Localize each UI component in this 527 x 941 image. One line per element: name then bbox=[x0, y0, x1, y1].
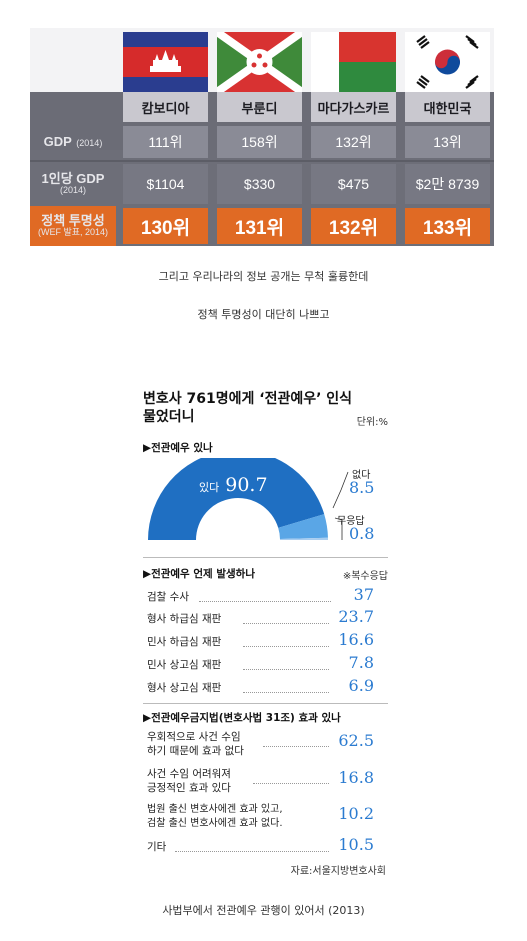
list-item-line: 하기 때문에 효과 없다 bbox=[147, 745, 244, 758]
leader-dots bbox=[263, 746, 329, 747]
gdp-per-capita-cell: $2만 8739 bbox=[405, 164, 490, 204]
list-item-label: 검찰 수사 bbox=[147, 591, 189, 603]
list-item-label: 법원 출신 변호사에겐 효과 있고, 검찰 출신 변호사에겐 효과 없다. bbox=[147, 803, 283, 830]
gdp-per-capita-cell: $330 bbox=[217, 164, 302, 204]
list-item-value: 16.8 bbox=[338, 768, 374, 787]
row-label-sub: (2014) bbox=[76, 137, 103, 148]
multiple-answer-note: ※복수응답 bbox=[342, 571, 388, 582]
gdp-rank-cell: 132위 bbox=[311, 126, 396, 158]
list-item-value: 62.5 bbox=[338, 731, 374, 750]
section-divider bbox=[143, 703, 388, 704]
leader-dots bbox=[243, 623, 329, 624]
section-heading-effect: ▶전관예우금지법(변호사법 31조) 효과 있나 bbox=[143, 712, 341, 724]
list-item-label: 민사 하급심 재판 bbox=[147, 636, 222, 648]
transparency-rank-cell: 133위 bbox=[405, 208, 490, 244]
yes-value: 90.7 bbox=[225, 474, 268, 496]
row-label-sub: (WEF 발표, 2014) bbox=[37, 227, 109, 238]
row-label-sub: (2014) bbox=[59, 185, 86, 196]
transparency-rank-cell: 131위 bbox=[217, 208, 302, 244]
south-korea-flag bbox=[405, 32, 490, 92]
source-note: 자료:서울지방변호사회 bbox=[290, 866, 386, 877]
caption-line-1: 그리고 우리나라의 정보 공개는 무척 훌륭한데 bbox=[158, 270, 369, 283]
gdp-per-capita-cell: $475 bbox=[311, 164, 396, 204]
gauge-no-segment bbox=[278, 514, 328, 539]
row-label-main: 정책 투명성 bbox=[41, 213, 105, 229]
gauge-yes-segment bbox=[148, 458, 325, 540]
list-item-value: 10.2 bbox=[338, 804, 374, 823]
list-item-line: 검찰 출신 변호사에겐 효과 없다. bbox=[147, 817, 283, 829]
gdp-rank-cell: 13위 bbox=[405, 126, 490, 158]
lawyer-survey-infographic: 변호사 761명에게 ‘전관예우’ 인식 물었더니 단위:% ▶전관예우 있나 … bbox=[143, 390, 388, 880]
country-name: 부룬디 bbox=[217, 92, 302, 122]
leader-dots bbox=[243, 646, 329, 647]
madagascar-flag bbox=[311, 32, 396, 92]
yes-label: 있다 bbox=[199, 481, 220, 494]
section-divider bbox=[143, 557, 388, 558]
no-value: 8.5 bbox=[349, 478, 375, 497]
gdp-rank-cell: 158위 bbox=[217, 126, 302, 158]
title-line-1: 변호사 761명에게 ‘전관예우’ 인식 bbox=[143, 391, 353, 407]
list-item-label: 형사 하급심 재판 bbox=[147, 613, 222, 625]
list-item-label: 기타 bbox=[147, 841, 167, 853]
list-item-value: 23.7 bbox=[338, 607, 374, 626]
yes-readout: 있다 90.7 bbox=[199, 474, 268, 496]
gdp-per-capita-cell: $1104 bbox=[123, 164, 208, 204]
list-item-value: 16.6 bbox=[338, 630, 374, 649]
cambodia-flag bbox=[123, 32, 208, 92]
gdp-rank-cell: 111위 bbox=[123, 126, 208, 158]
na-value: 0.8 bbox=[349, 524, 375, 543]
leader-dots bbox=[243, 669, 329, 670]
list-item-label: 민사 상고심 재판 bbox=[147, 659, 222, 671]
country-name: 대한민국 bbox=[405, 92, 490, 122]
list-item-value: 6.9 bbox=[348, 676, 374, 695]
transparency-rank-cell: 130위 bbox=[123, 208, 208, 244]
leader-dots bbox=[253, 783, 329, 784]
list-item-line: 우회적으로 사건 수임 bbox=[147, 731, 241, 743]
list-item-line: 긍정적인 효과 있다 bbox=[147, 782, 231, 795]
gauge-chart bbox=[148, 458, 328, 540]
row-label-main: GDP bbox=[43, 133, 72, 149]
leader-dots bbox=[175, 851, 329, 852]
row-label-main: 1인당 GDP bbox=[41, 171, 105, 187]
na-label: 무응답 bbox=[337, 516, 365, 527]
list-item-line: 사건 수임 어려워져 bbox=[147, 768, 231, 780]
transparency-rank-cell: 132위 bbox=[311, 208, 396, 244]
list-item-value: 37 bbox=[353, 585, 374, 604]
no-label: 없다 bbox=[352, 470, 371, 481]
country-name: 캄보디아 bbox=[123, 92, 208, 122]
title-line-2: 물었더니 bbox=[143, 409, 195, 426]
row-label-gdp-per-capita: 1인당 GDP (2014) bbox=[30, 164, 116, 204]
leader-dots bbox=[199, 601, 331, 602]
unit-label: 단위:% bbox=[356, 417, 388, 428]
leader-lines bbox=[332, 471, 349, 540]
burundi-flag bbox=[217, 32, 302, 92]
section-heading-when: ▶전관예우 언제 발생하나 bbox=[143, 568, 255, 580]
section-heading-exists: ▶전관예우 있나 bbox=[143, 442, 213, 454]
ranking-table: 캄보디아 부룬디 마다가스카르 대한민국 GDP (2014) 111위 158… bbox=[30, 28, 494, 246]
list-item-label: 사건 수임 어려워져 긍정적인 효과 있다 bbox=[147, 767, 231, 795]
list-item-line: 법원 출신 변호사에겐 효과 있고, bbox=[147, 804, 283, 815]
infographic-title: 변호사 761명에게 ‘전관예우’ 인식 물었더니 bbox=[143, 390, 388, 426]
list-item-label: 우회적으로 사건 수임 하기 때문에 효과 없다 bbox=[147, 730, 244, 758]
row-label-transparency: 정책 투명성 (WEF 발표, 2014) bbox=[30, 206, 116, 246]
caption-bottom: 사법부에서 전관예우 관행이 있어서 (2013) bbox=[162, 904, 365, 917]
row-divider bbox=[30, 160, 494, 162]
country-name: 마다가스카르 bbox=[311, 92, 396, 122]
list-item-value: 7.8 bbox=[348, 653, 374, 672]
list-item-value: 10.5 bbox=[338, 835, 374, 854]
leader-dots bbox=[243, 692, 329, 693]
row-label-gdp: GDP (2014) bbox=[30, 124, 116, 160]
list-item-label: 형사 상고심 재판 bbox=[147, 682, 222, 694]
caption-line-2: 정책 투명성이 대단히 나쁘고 bbox=[197, 308, 330, 321]
gauge-na-segment bbox=[279, 537, 328, 540]
